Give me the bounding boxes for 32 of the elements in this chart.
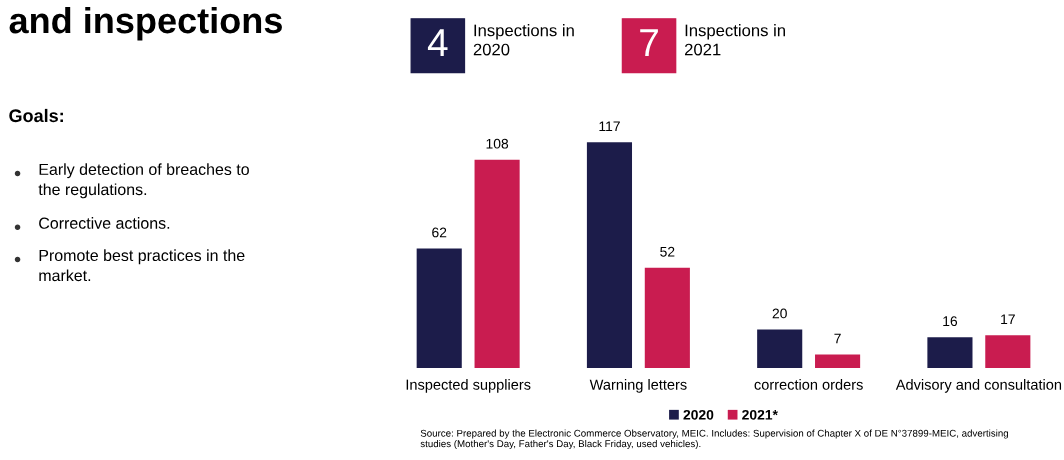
bar: [474, 159, 520, 368]
bar: [757, 329, 803, 368]
text: 7: [640, 29, 658, 57]
text: Corrective actions.: [39, 217, 170, 229]
source-note: Source: Prepared by the Electronic Commerce Observatory, MEIC. Includes: Supervision of Chapter X of DE N°37899-MEIC, advertising studies (Mother's Day, Father's Day, Black Friday, used vehicles).: [420, 429, 1009, 450]
legend-label: 2020: [683, 409, 714, 420]
text: Goals:: [9, 108, 63, 123]
chart-title: and inspections: [9, 6, 282, 41]
data-label: 108: [486, 138, 509, 149]
x-tick-label: correction orders: [754, 379, 863, 390]
bar: [586, 142, 633, 368]
text: Promote best practices in the market.: [39, 249, 245, 282]
bar: [815, 354, 861, 368]
text: Early detection of breaches to the regulations.: [38, 163, 249, 199]
bar: [927, 337, 973, 368]
data-label: 117: [599, 121, 620, 132]
x-tick-label: Warning letters: [589, 379, 687, 393]
data-label: 20: [772, 308, 787, 319]
text: 4: [427, 29, 448, 57]
legend-label: 2021*: [742, 409, 778, 420]
text: Inspections in 2021: [684, 24, 785, 56]
bar: [416, 248, 462, 368]
data-label: 7: [834, 333, 841, 344]
bar: [985, 335, 1031, 368]
data-label: 62: [432, 227, 447, 238]
x-tick-label: Inspected suppliers: [406, 379, 531, 393]
data-label: 52: [660, 246, 675, 257]
bar: [644, 267, 690, 368]
x-tick-label: Advisory and consultation: [895, 379, 1062, 393]
text: Inspections in 2020: [473, 24, 574, 56]
data-label: 17: [1001, 314, 1015, 324]
data-label: 16: [943, 316, 958, 327]
